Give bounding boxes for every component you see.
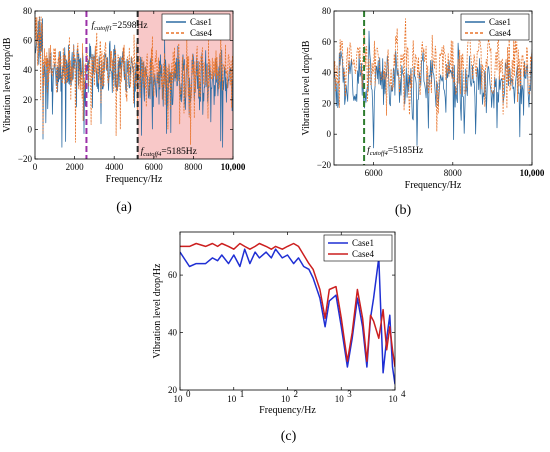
legend-label-case4: Case4 [190, 28, 212, 38]
annotation-cutoff1-a: fcutoff1=2598Hz [91, 20, 147, 32]
y-tick-label: 80 [322, 6, 332, 16]
y-tick-label: 0 [28, 124, 33, 134]
legend-label-case1: Case1 [190, 17, 212, 27]
x-axis-label-b: Frequency/Hz [405, 180, 462, 191]
legend-label-case1: Case1 [352, 238, 374, 248]
series-line-case4 [180, 242, 395, 368]
y-axis-label-a: Vibration level drop/dB [2, 37, 13, 132]
series-line-case4 [35, 16, 233, 145]
y-tick-label: 80 [23, 6, 33, 16]
x-tick-exponent: 0 [186, 389, 191, 399]
annotation-cutoff4-a: fcutoff4=5185Hz [141, 146, 197, 158]
y-tick-label: 60 [23, 36, 33, 46]
x-tick-label: 8000 [444, 168, 463, 178]
series-group-b [334, 16, 532, 149]
panel-label-c: (c) [281, 429, 297, 444]
y-tick-label: 20 [168, 385, 178, 395]
y-tick-label: −20 [317, 160, 332, 170]
x-tick-label: 10 [389, 394, 399, 404]
legend-box [460, 13, 530, 41]
y-tick-label: 60 [168, 270, 178, 280]
x-tick-label: 10,000 [221, 162, 246, 172]
x-tick-label: 4000 [105, 162, 124, 172]
x-tick-exponent: 4 [401, 389, 406, 399]
annotation-cutoff4-b: fcutoff4=5185Hz [367, 145, 423, 157]
x-tick-label: 8000 [184, 162, 203, 172]
y-tick-label: −20 [18, 154, 33, 164]
panel-label-b: (b) [395, 203, 412, 218]
x-axis-label-c: Frequency/Hz [259, 405, 316, 416]
legend-label-case4: Case4 [489, 28, 511, 38]
y-axis-label-c: Vibration level drop/Hz [152, 263, 163, 358]
x-tick-label: 6000 [365, 168, 384, 178]
x-tick-label: 2000 [66, 162, 85, 172]
x-tick-label: 10 [281, 394, 291, 404]
legend-label-case1: Case1 [489, 17, 511, 27]
x-axis-label-a: Frequency/Hz [106, 174, 163, 185]
plot-frame-b [333, 10, 533, 166]
y-tick-label: 0 [327, 129, 332, 139]
legend-label-case4: Case4 [352, 249, 374, 259]
y-tick-label: 40 [23, 65, 33, 75]
x-tick-label: 10,000 [520, 168, 545, 178]
plot-frame-a [34, 10, 234, 160]
panel-label-a: (a) [116, 200, 132, 215]
axis-ticks-b: −20 0 20 40 60 80 6000 8000 10,000 [317, 6, 545, 178]
x-tick-label: 0 [33, 162, 38, 172]
x-tick-label: 10 [335, 394, 345, 404]
x-tick-label: 10 [174, 394, 184, 404]
y-tick-label: 60 [322, 37, 332, 47]
x-tick-label: 6000 [145, 162, 164, 172]
y-axis-label-b: Vibration level drop/dB [301, 40, 312, 135]
y-tick-label: 20 [322, 98, 332, 108]
y-tick-label: 40 [322, 68, 332, 78]
series-group-a [35, 16, 233, 148]
x-tick-label: 10 [227, 394, 237, 404]
legend-box [161, 13, 231, 41]
x-tick-exponent: 3 [347, 389, 352, 399]
legend-box [323, 234, 393, 262]
x-tick-exponent: 1 [240, 389, 245, 399]
x-tick-exponent: 2 [294, 389, 299, 399]
y-tick-label: 20 [23, 95, 33, 105]
series-group-c [180, 242, 395, 385]
y-tick-label: 40 [168, 328, 178, 338]
series-line-case1 [334, 30, 532, 149]
